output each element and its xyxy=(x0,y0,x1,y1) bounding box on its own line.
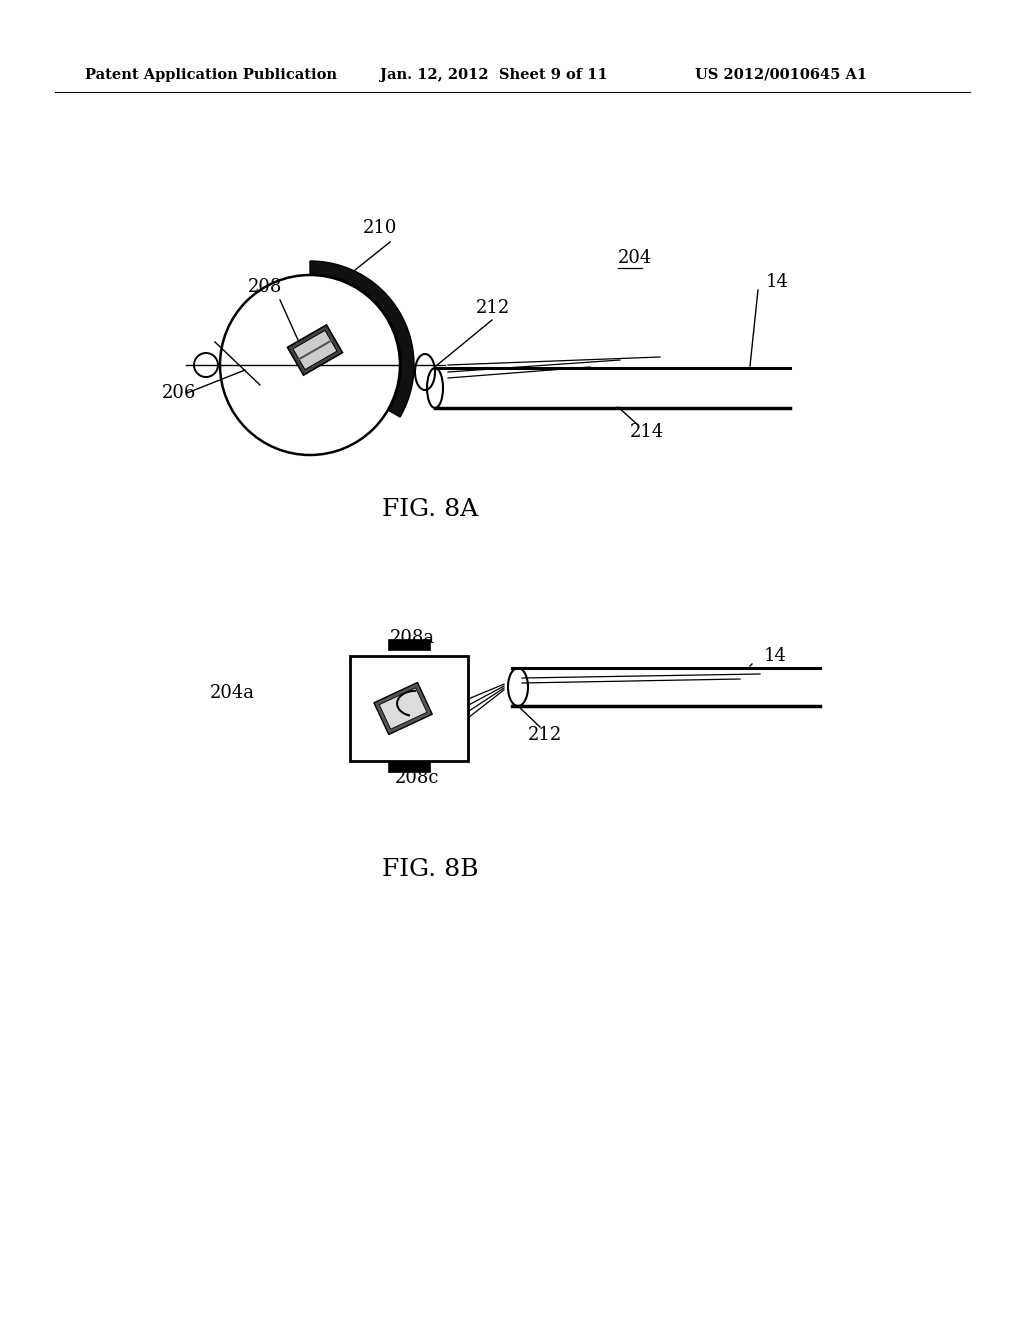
Text: 214: 214 xyxy=(630,422,665,441)
Text: 212: 212 xyxy=(528,726,562,744)
Text: 210: 210 xyxy=(362,219,397,238)
Text: 204: 204 xyxy=(618,249,652,267)
Text: FIG. 8A: FIG. 8A xyxy=(382,499,478,521)
Text: 14: 14 xyxy=(764,647,786,665)
Text: 208a: 208a xyxy=(390,630,435,647)
Bar xyxy=(388,639,430,649)
Text: 204a: 204a xyxy=(210,684,255,702)
Bar xyxy=(388,762,430,772)
Text: 208c: 208c xyxy=(395,770,439,787)
Polygon shape xyxy=(293,330,337,370)
Text: US 2012/0010645 A1: US 2012/0010645 A1 xyxy=(695,69,867,82)
Polygon shape xyxy=(288,325,342,375)
Text: Patent Application Publication: Patent Application Publication xyxy=(85,69,337,82)
Bar xyxy=(350,656,468,762)
Text: 206: 206 xyxy=(162,384,197,403)
Text: Jan. 12, 2012  Sheet 9 of 11: Jan. 12, 2012 Sheet 9 of 11 xyxy=(380,69,608,82)
Polygon shape xyxy=(310,261,414,417)
Text: 208: 208 xyxy=(248,279,283,296)
Text: FIG. 8B: FIG. 8B xyxy=(382,858,478,882)
Polygon shape xyxy=(374,682,432,734)
Polygon shape xyxy=(379,688,427,729)
Text: 14: 14 xyxy=(766,273,788,290)
Text: 212: 212 xyxy=(476,300,510,317)
